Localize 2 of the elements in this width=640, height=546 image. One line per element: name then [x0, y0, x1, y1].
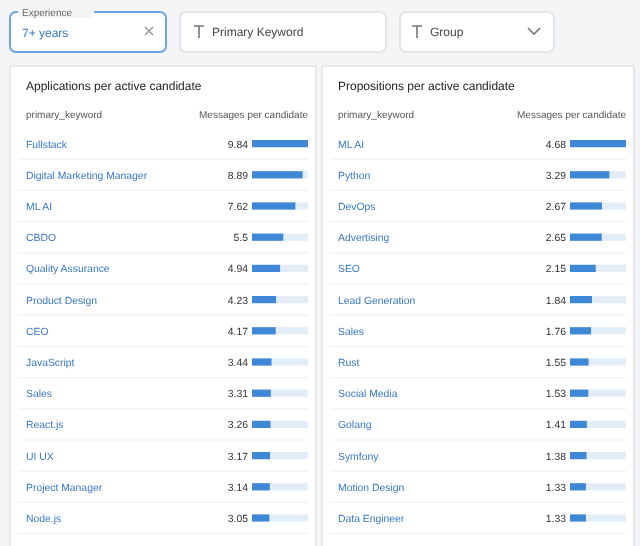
- bar: [570, 483, 586, 491]
- bar: [570, 514, 586, 522]
